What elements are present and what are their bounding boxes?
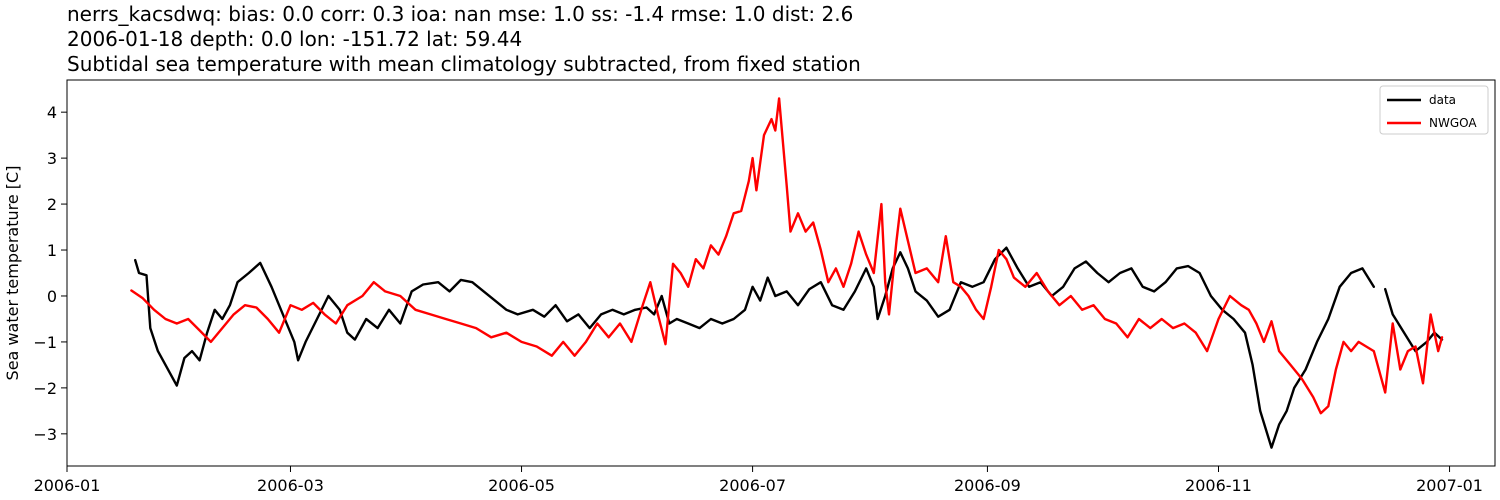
y-tick-label: 1 — [47, 241, 57, 260]
x-axis: 2006-01 2006-03 2006-05 2006-07 2006-09 2006-… — [34, 466, 1483, 495]
series-line-data-0 — [134, 246, 1375, 449]
y-tick-label: 0 — [47, 287, 57, 306]
y-tick-label: 4 — [47, 103, 57, 122]
y-tick-label: −1 — [33, 333, 57, 352]
y-tick-label: 2 — [47, 195, 57, 214]
y-tick-label: 3 — [47, 149, 57, 168]
x-tick-label: 2006-05 — [488, 476, 555, 495]
x-tick-label: 2006-07 — [719, 476, 786, 495]
y-axis-label: Sea water temperature [C] — [3, 166, 22, 381]
x-tick-label: 2006-01 — [34, 476, 101, 495]
legend-label-data: data — [1429, 93, 1456, 107]
x-tick-label: 2007-01 — [1416, 476, 1483, 495]
chart-title: nerrs_kacsdwq: bias: 0.0 corr: 0.3 ioa: … — [67, 2, 861, 77]
plot-frame — [66, 79, 1496, 467]
x-tick-label: 2006-09 — [954, 476, 1021, 495]
series-layer — [130, 97, 1444, 449]
x-tick-label: 2006-11 — [1185, 476, 1252, 495]
legend-label-nwgoa: NWGOA — [1429, 116, 1477, 130]
y-tick-label: −2 — [33, 379, 57, 398]
title-line-stats: nerrs_kacsdwq: bias: 0.0 corr: 0.3 ioa: … — [67, 2, 854, 26]
y-axis: −3 −2 −1 0 1 2 3 4 — [33, 103, 67, 444]
title-line-location: 2006-01-18 depth: 0.0 lon: -151.72 lat: … — [67, 27, 523, 51]
x-tick-label: 2006-03 — [257, 476, 324, 495]
series-line-data-1 — [1384, 287, 1444, 353]
y-tick-label: −3 — [33, 425, 57, 444]
series-line-nwgoa-0 — [130, 97, 1444, 415]
title-line-description: Subtidal sea temperature with mean clima… — [67, 52, 861, 76]
legend: data NWGOA — [1379, 85, 1489, 135]
